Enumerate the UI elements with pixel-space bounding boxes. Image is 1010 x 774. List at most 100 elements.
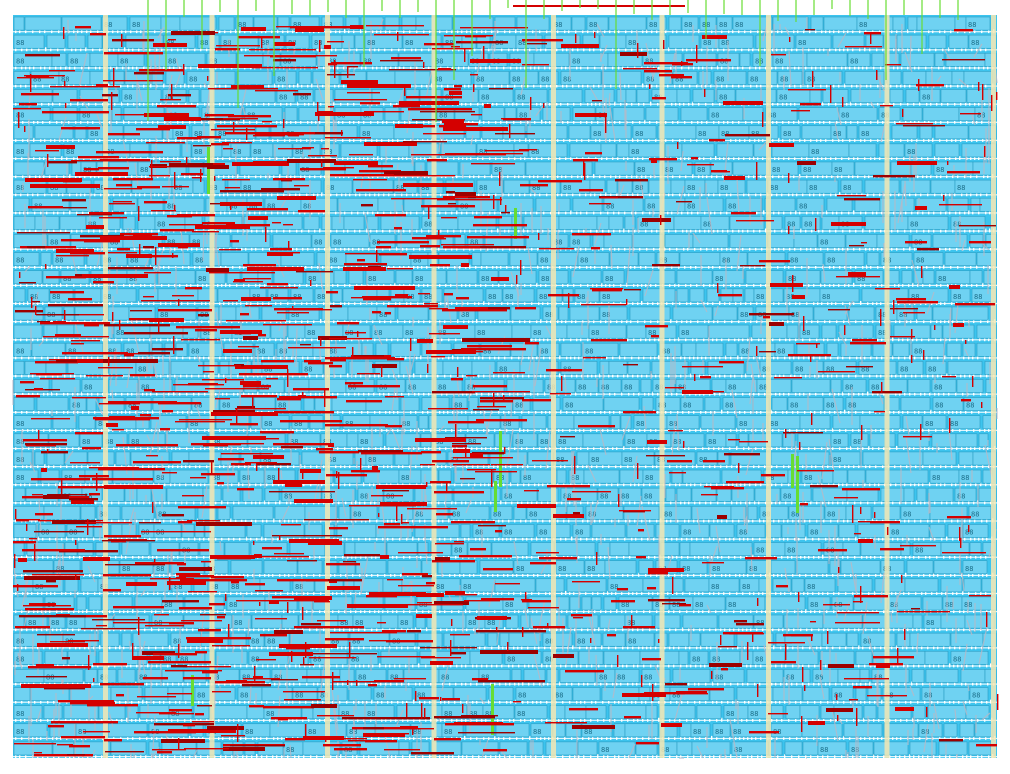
cell-pin-tick	[369, 192, 371, 197]
cell-pin-tick	[15, 192, 17, 197]
cell-label: 88	[519, 112, 527, 120]
cell-pin-tick	[788, 192, 790, 197]
cell-pin-tick	[49, 83, 51, 88]
cell-pin-tick	[623, 155, 625, 160]
cell-pin-tick	[693, 65, 695, 70]
cell-pin-tick	[272, 137, 274, 142]
cell-pin-tick	[954, 47, 956, 52]
cell-pin-tick	[465, 101, 467, 106]
cell-pin-tick	[650, 174, 652, 179]
cell-pin-tick	[292, 29, 294, 34]
cell-pin-tick	[946, 174, 948, 179]
cell-pin-tick	[193, 83, 195, 88]
cell-pin-tick	[256, 101, 258, 106]
cell-pin-tick	[970, 174, 972, 179]
cell-pin-tick	[867, 192, 869, 197]
cell-pin-tick	[173, 65, 175, 70]
standard-cell	[608, 216, 624, 230]
cell-pin-tick	[635, 83, 637, 88]
cell-pin-tick	[562, 119, 564, 124]
cell-pin-tick	[711, 29, 713, 34]
cell-pin-tick	[548, 155, 550, 160]
cell-pin-tick	[564, 29, 566, 34]
cell-pin-tick	[42, 83, 44, 88]
cell-pin-tick	[946, 83, 948, 88]
cell-pin-tick	[21, 47, 23, 52]
standard-cell	[170, 361, 204, 375]
cell-pin-tick	[670, 65, 672, 70]
standard-cell	[331, 288, 343, 303]
cell-pin-tick	[198, 155, 200, 160]
cell-pin-tick	[955, 155, 957, 160]
cell-pin-tick	[135, 119, 137, 124]
cell-pin-tick	[772, 137, 774, 142]
cell-pin-tick	[676, 29, 678, 34]
cell-pin-tick	[986, 192, 988, 197]
cell-pin-tick	[594, 65, 596, 70]
cell-pin-tick	[29, 174, 31, 179]
cell-pin-tick	[872, 29, 874, 34]
cell-pin-tick	[723, 119, 725, 124]
cell-pin-tick	[59, 101, 61, 106]
cell-pin-tick	[282, 29, 284, 34]
cell-pin-tick	[851, 83, 853, 88]
cell-pin-tick	[576, 65, 578, 70]
cell-label: 88	[938, 275, 946, 283]
cell-pin-tick	[861, 192, 863, 197]
cell-pin-tick	[849, 137, 851, 142]
cell-pin-tick	[698, 174, 700, 179]
cell-pin-tick	[162, 192, 164, 197]
cell-pin-tick	[726, 192, 728, 197]
cell-pin-tick	[665, 155, 667, 160]
cell-pin-tick	[707, 47, 709, 52]
cell-pin-tick	[390, 65, 392, 70]
cell-pin-tick	[672, 119, 674, 124]
cell-pin-tick	[263, 101, 265, 106]
cell-pin-tick	[128, 119, 130, 124]
cell-label: 88	[585, 347, 593, 355]
cell-pin-tick	[130, 155, 132, 160]
cell-pin-tick	[197, 101, 199, 106]
cell-pin-tick	[849, 65, 851, 70]
cell-pin-tick	[367, 155, 369, 160]
cell-label: 88	[168, 57, 176, 65]
cell-pin-tick	[671, 101, 673, 106]
cell-pin-tick	[624, 83, 626, 88]
cell-pin-tick	[813, 155, 815, 160]
cell-pin-tick	[848, 174, 850, 179]
cell-pin-tick	[654, 174, 656, 179]
cell-pin-tick	[441, 137, 443, 142]
cell-pin-tick	[681, 65, 683, 70]
cell-pin-tick	[56, 174, 58, 179]
standard-cell	[608, 361, 628, 375]
cell-pin-tick	[44, 137, 46, 142]
cell-pin-tick	[918, 65, 920, 70]
cell-pin-tick	[200, 83, 202, 88]
standard-cell	[558, 306, 569, 321]
cell-pin-tick	[750, 83, 752, 88]
cell-pin-tick	[882, 47, 884, 52]
cell-pin-tick	[538, 65, 540, 70]
cell-pin-tick	[371, 137, 373, 142]
cell-pin-tick	[776, 47, 778, 52]
cell-pin-tick	[900, 101, 902, 106]
cell-pin-tick	[856, 192, 858, 197]
cell-pin-tick	[68, 83, 70, 88]
cell-pin-tick	[546, 83, 548, 88]
cell-pin-tick	[807, 83, 809, 88]
row-separator	[13, 67, 997, 69]
cell-pin-tick	[121, 29, 123, 34]
cell-label: 88	[687, 184, 695, 192]
standard-cell	[40, 252, 52, 267]
cell-pin-tick	[772, 47, 774, 52]
cell-pin-tick	[20, 192, 22, 197]
cell-pin-tick	[515, 29, 517, 34]
cell-pin-tick	[15, 155, 17, 160]
cell-pin-tick	[874, 155, 876, 160]
cell-pin-tick	[321, 47, 323, 52]
standard-cell	[146, 52, 167, 67]
cell-pin-tick	[35, 83, 37, 88]
cell-pin-tick	[825, 137, 827, 142]
standard-cell	[13, 234, 48, 248]
cell-label: 88	[811, 148, 819, 156]
